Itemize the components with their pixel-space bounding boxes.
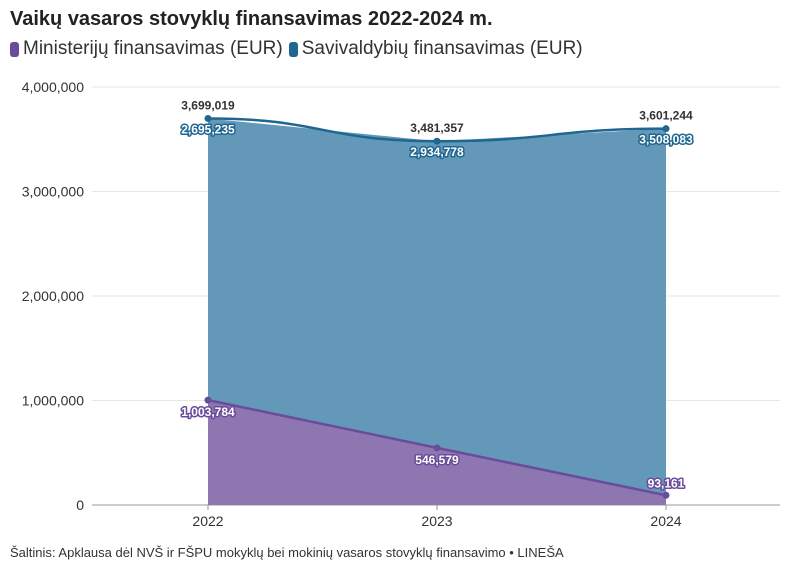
- area-ministerija: [208, 400, 666, 505]
- ministerija-label-0-outline: 1,003,784: [181, 405, 235, 419]
- total-label-1: 3,481,357: [410, 121, 464, 135]
- total-label-0: 3,699,019: [181, 98, 235, 112]
- savivaldybe-label-0-outline: 2,695,235: [181, 122, 235, 136]
- y-tick-label-0: 0: [76, 497, 84, 513]
- legend: Ministerijų finansavimas (EUR) Savivaldy…: [10, 38, 589, 60]
- point-savivaldybe-0: [204, 114, 212, 122]
- legend-label-ministerija: Ministerijų finansavimas (EUR): [23, 38, 283, 59]
- point-ministerija-1: [433, 444, 441, 452]
- savivaldybe-label-2: 3,508,083: [639, 133, 693, 147]
- ministerija-label-1: 546,579: [415, 453, 459, 467]
- y-tick-label-3: 3,000,000: [22, 184, 84, 200]
- legend-item-ministerija: Ministerijų finansavimas (EUR): [10, 38, 283, 60]
- savivaldybe-label-2-outline: 3,508,083: [639, 133, 693, 147]
- x-tick-label-2: 2024: [650, 513, 681, 529]
- legend-label-savivaldybe: Savivaldybių finansavimas (EUR): [301, 38, 583, 59]
- y-tick-label-4: 4,000,000: [22, 79, 84, 95]
- y-tick-label-1: 1,000,000: [22, 393, 84, 409]
- savivaldybe-label-0: 2,695,235: [181, 122, 235, 136]
- legend-swatch-ministerija: [10, 41, 19, 57]
- ministerija-label-1-outline: 546,579: [415, 453, 459, 467]
- ministerija-label-2-outline: 93,161: [648, 476, 685, 490]
- point-ministerija-0: [204, 396, 212, 404]
- point-ministerija-2: [662, 491, 670, 499]
- legend-swatch-savivaldybe: [288, 41, 298, 57]
- x-tick-label-1: 2023: [421, 513, 452, 529]
- savivaldybe-label-1: 2,934,778: [410, 145, 464, 159]
- source-note: Šaltinis: Apklausa dėl NVŠ ir FŠPU mokyk…: [10, 545, 564, 560]
- chart-title: Vaikų vasaros stovyklų finansavimas 2022…: [10, 8, 493, 30]
- point-savivaldybe-2: [662, 125, 670, 133]
- total-label-2: 3,601,244: [639, 109, 693, 123]
- y-tick-label-2: 2,000,000: [22, 288, 84, 304]
- savivaldybe-label-1-outline: 2,934,778: [410, 145, 464, 159]
- area-chart: 0 1,000,000 2,000,000 3,000,000 4,000,000 3,6…: [22, 79, 780, 529]
- point-savivaldybe-1: [433, 137, 441, 145]
- legend-item-savivaldybe: Savivaldybių finansavimas (EUR): [288, 38, 583, 60]
- x-tick-label-0: 2022: [192, 513, 223, 529]
- ministerija-label-0: 1,003,784: [181, 405, 235, 419]
- ministerija-label-2: 93,161: [648, 476, 685, 490]
- area-savivaldybe: [208, 118, 666, 496]
